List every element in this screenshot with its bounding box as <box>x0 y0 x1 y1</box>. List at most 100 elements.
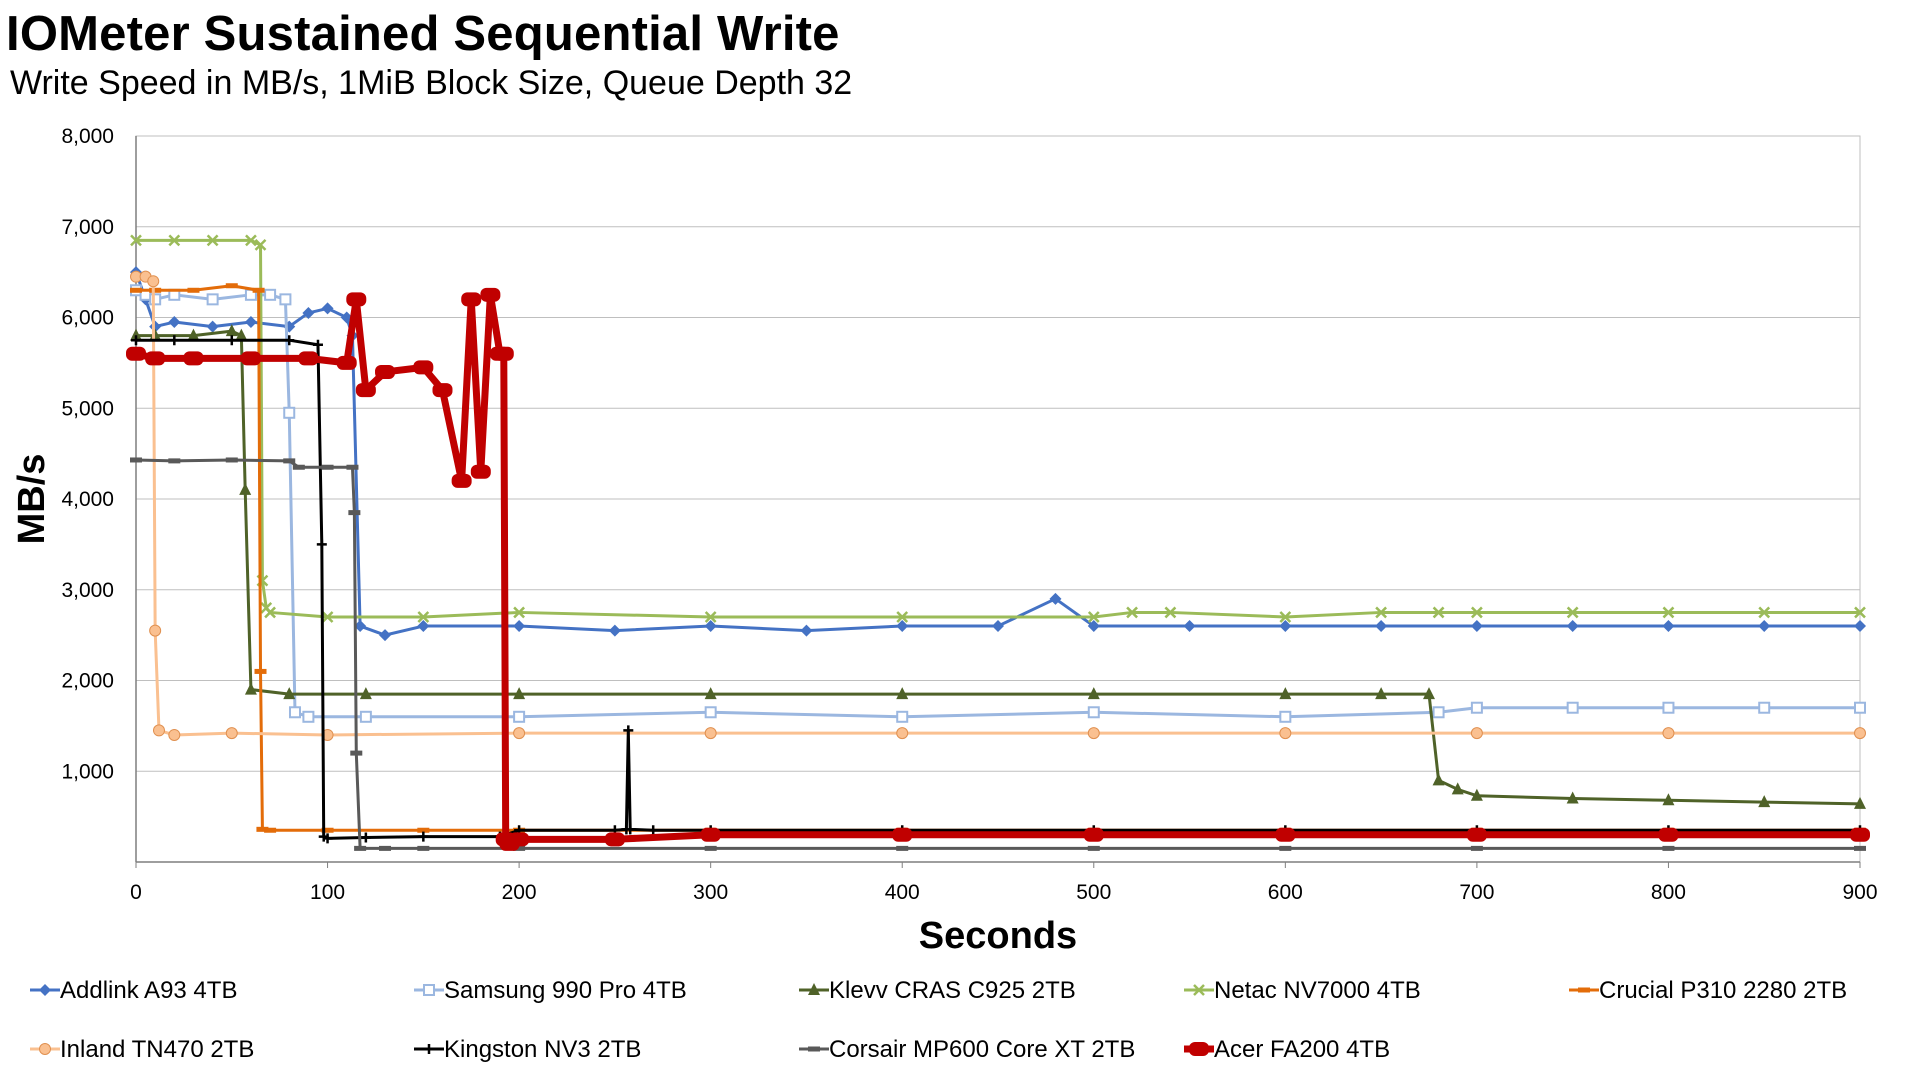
data-point-netac-nv7000-4tb <box>264 606 276 619</box>
legend-label: Kingston NV3 2TB <box>444 1036 641 1063</box>
data-point-netac-nv7000-4tb <box>1854 606 1866 619</box>
data-point-netac-nv7000-4tb <box>245 234 257 247</box>
data-point-samsung-990-pro-4tb <box>1087 706 1100 719</box>
data-point-kingston-nv3-2tb <box>360 832 371 843</box>
data-point-klevv-cras-c925-2tb <box>283 687 296 700</box>
data-point-crucial-p310-2280-2tb <box>264 827 277 833</box>
data-point-addlink-a93-4tb <box>244 316 257 329</box>
series-netac-nv7000-4tb <box>130 234 1866 623</box>
data-point-acer-fa200-4tb <box>1466 827 1487 842</box>
series-acer-fa200-4tb <box>126 287 1870 851</box>
y-axis-title: MB/s <box>11 454 53 545</box>
series-samsung-990-pro-4tb <box>130 284 1866 723</box>
data-point-klevv-cras-c925-2tb <box>244 682 257 695</box>
data-point-addlink-a93-4tb <box>1183 620 1196 633</box>
data-point-samsung-990-pro-4tb <box>1279 710 1292 723</box>
series-inland-tn470-2tb <box>130 270 1866 741</box>
data-point-acer-fa200-4tb <box>346 292 367 307</box>
data-point-inland-tn470-2tb <box>1279 727 1292 740</box>
data-point-samsung-990-pro-4tb <box>283 406 296 419</box>
data-point-samsung-990-pro-4tb <box>206 293 219 306</box>
data-point-addlink-a93-4tb <box>379 629 392 642</box>
data-point-addlink-a93-4tb <box>1662 620 1675 633</box>
data-point-addlink-a93-4tb <box>800 624 813 637</box>
data-point-addlink-a93-4tb <box>417 620 430 633</box>
legend-label: Addlink A93 4TB <box>60 977 237 1004</box>
legend-item-crucial-p310-2280-2tb: Crucial P310 2280 2TB <box>1569 977 1847 1004</box>
data-point-netac-nv7000-4tb <box>417 611 430 623</box>
y-tick-label: 4,000 <box>61 488 114 511</box>
x-tick-label: 500 <box>1076 881 1111 904</box>
data-point-inland-tn470-2tb <box>152 724 165 737</box>
data-point-corsair-mp600-core-xt-2tb <box>1662 845 1675 851</box>
data-point-acer-fa200-4tb <box>700 827 721 842</box>
data-point-samsung-990-pro-4tb <box>288 706 301 719</box>
data-point-corsair-mp600-core-xt-2tb <box>346 464 359 470</box>
legend-item-kingston-nv3-2tb: Kingston NV3 2TB <box>414 1036 641 1063</box>
data-point-netac-nv7000-4tb <box>1758 606 1771 619</box>
data-point-addlink-a93-4tb <box>992 620 1004 633</box>
legend-marker <box>808 1046 820 1052</box>
data-point-crucial-p310-2280-2tb <box>187 287 200 293</box>
data-point-inland-tn470-2tb <box>225 727 238 740</box>
data-point-crucial-p310-2280-2tb <box>254 668 267 674</box>
legend-marker <box>1578 987 1590 993</box>
data-point-netac-nv7000-4tb <box>1566 606 1579 619</box>
data-point-klevv-cras-c925-2tb <box>1087 687 1100 700</box>
data-point-klevv-cras-c925-2tb <box>130 328 142 341</box>
data-point-kingston-nv3-2tb <box>312 339 323 350</box>
data-point-addlink-a93-4tb <box>302 306 315 319</box>
legend-item-addlink-a93-4tb: Addlink A93 4TB <box>30 977 237 1004</box>
legend-label: Acer FA200 4TB <box>1214 1036 1390 1063</box>
data-point-acer-fa200-4tb <box>413 360 434 375</box>
data-point-crucial-p310-2280-2tb <box>252 287 265 293</box>
x-tick-label: 800 <box>1651 881 1686 904</box>
data-point-samsung-990-pro-4tb <box>1758 701 1771 714</box>
data-point-inland-tn470-2tb <box>149 624 162 637</box>
x-tick-label: 400 <box>885 881 920 904</box>
data-point-acer-fa200-4tb <box>480 287 501 302</box>
legend-item-inland-tn470-2tb: Inland TN470 2TB <box>30 1036 254 1063</box>
data-point-addlink-a93-4tb <box>1854 620 1866 633</box>
data-point-netac-nv7000-4tb <box>896 611 909 623</box>
data-point-samsung-990-pro-4tb <box>1566 701 1579 714</box>
series-line-netac-nv7000-4tb <box>136 238 1860 619</box>
data-point-klevv-cras-c925-2tb <box>1854 796 1866 809</box>
data-point-crucial-p310-2280-2tb <box>130 287 142 293</box>
legend-label: Inland TN470 2TB <box>60 1036 254 1063</box>
data-point-samsung-990-pro-4tb <box>264 288 277 301</box>
data-point-klevv-cras-c925-2tb <box>513 687 526 700</box>
data-point-acer-fa200-4tb <box>493 346 514 361</box>
data-point-inland-tn470-2tb <box>1470 727 1483 740</box>
data-point-addlink-a93-4tb <box>206 320 219 333</box>
data-point-klevv-cras-c925-2tb <box>1451 782 1464 795</box>
data-point-netac-nv7000-4tb <box>513 606 525 619</box>
data-point-klevv-cras-c925-2tb <box>359 687 372 700</box>
data-point-addlink-a93-4tb <box>1049 592 1062 605</box>
data-point-netac-nv7000-4tb <box>321 611 334 623</box>
data-point-inland-tn470-2tb <box>1854 727 1866 740</box>
data-point-addlink-a93-4tb <box>704 620 717 633</box>
legend-marker <box>39 984 51 996</box>
data-point-klevv-cras-c925-2tb <box>704 687 717 700</box>
data-point-addlink-a93-4tb <box>168 316 181 329</box>
data-point-corsair-mp600-core-xt-2tb <box>168 458 181 464</box>
data-point-acer-fa200-4tb <box>145 351 166 366</box>
data-point-inland-tn470-2tb <box>1662 727 1675 740</box>
data-point-netac-nv7000-4tb <box>704 611 717 623</box>
data-point-addlink-a93-4tb <box>321 302 334 315</box>
data-point-kingston-nv3-2tb <box>625 824 636 835</box>
data-point-klevv-cras-c925-2tb <box>1423 687 1435 700</box>
series-addlink-a93-4tb <box>130 266 1866 642</box>
data-point-acer-fa200-4tb <box>892 827 913 842</box>
data-point-netac-nv7000-4tb <box>1087 611 1100 623</box>
series-line-corsair-mp600-core-xt-2tb <box>135 458 1860 850</box>
data-point-corsair-mp600-core-xt-2tb <box>417 845 430 851</box>
legend-marker <box>1189 1042 1209 1056</box>
data-point-addlink-a93-4tb <box>608 624 621 637</box>
data-point-crucial-p310-2280-2tb <box>256 826 269 832</box>
data-point-acer-fa200-4tb <box>336 355 357 370</box>
series-line-addlink-a93-4tb <box>134 271 1860 637</box>
data-point-addlink-a93-4tb <box>1087 620 1100 633</box>
data-point-netac-nv7000-4tb <box>1126 606 1138 619</box>
